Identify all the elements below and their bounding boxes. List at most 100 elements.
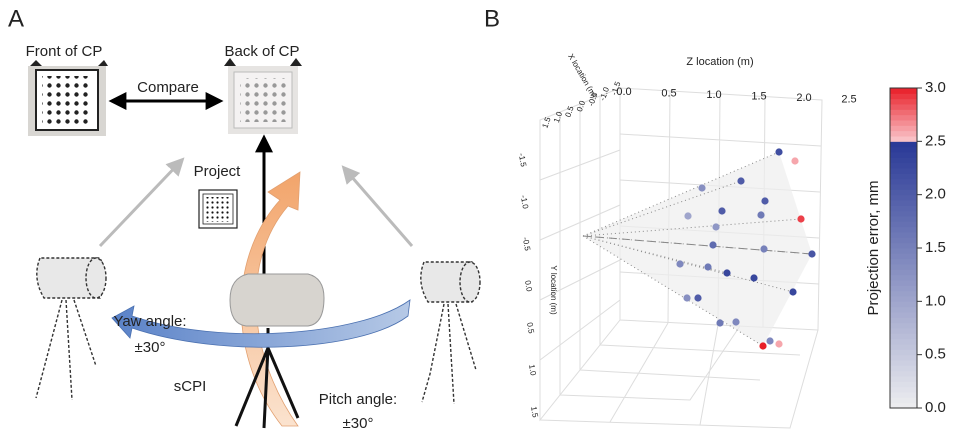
error-point <box>759 342 766 349</box>
front-label: Front of CP <box>26 43 103 60</box>
colorbar-label: Projection error, mm <box>865 180 882 315</box>
error-point <box>791 157 798 164</box>
colorbar-step <box>890 205 917 211</box>
y-tick-label: 0.5 <box>525 322 536 335</box>
error-point <box>684 212 691 219</box>
colorbar-step <box>890 381 917 387</box>
colorbar-step <box>890 88 917 94</box>
colorbar-step <box>890 163 917 169</box>
camera-left <box>36 258 106 400</box>
camera-right <box>421 262 480 404</box>
colorbar-step <box>890 280 917 286</box>
camera-arrow <box>100 160 182 246</box>
colorbar-step <box>890 312 917 318</box>
z-tick-label: 1.0 <box>706 89 721 101</box>
colorbar-step <box>890 349 917 355</box>
colorbar-step <box>890 317 917 323</box>
figure: A Front of CP Back of CP Compare Project <box>0 0 956 431</box>
colorbar-step <box>890 371 917 377</box>
colorbar-step <box>890 93 917 99</box>
colorbar-tick-label: 2.0 <box>925 186 946 203</box>
project-label: Project <box>194 163 242 180</box>
camera-arrow <box>344 168 412 246</box>
colorbar-step <box>890 301 917 307</box>
x-tick-label: 1.0 <box>552 110 564 124</box>
colorbar-step <box>890 195 917 201</box>
colorbar-step <box>890 344 917 350</box>
colorbar-step <box>890 328 917 334</box>
colorbar-step <box>890 387 917 393</box>
colorbar-step <box>890 237 917 243</box>
colorbar-step <box>890 104 917 110</box>
colorbar-step <box>890 360 917 366</box>
y-tick-label: 1.5 <box>529 406 540 419</box>
compare-label: Compare <box>137 79 199 96</box>
z-axis-label: Z location (m) <box>686 56 753 68</box>
panel-letter: A <box>8 5 24 32</box>
colorbar-step <box>890 392 917 398</box>
colorbar-step <box>890 152 917 158</box>
z-tick-label: 1.5 <box>751 90 766 102</box>
colorbar-step <box>890 296 917 302</box>
colorbar-step <box>890 109 917 115</box>
projection-cone <box>583 152 812 346</box>
error-point <box>775 148 782 155</box>
y-tick-label: 0.0 <box>523 280 534 293</box>
colorbar-step <box>890 179 917 185</box>
error-point <box>760 245 767 252</box>
colorbar-step <box>890 376 917 382</box>
colorbar-tick-label: 1.5 <box>925 239 946 256</box>
pitch-label: Pitch angle: <box>319 391 397 408</box>
colorbar-step <box>890 269 917 275</box>
y-tick-label: -1.0 <box>519 194 530 210</box>
error-point <box>761 197 768 204</box>
colorbar-step <box>890 285 917 291</box>
error-point <box>723 269 730 276</box>
colorbar-step <box>890 291 917 297</box>
colorbar-step <box>890 264 917 270</box>
colorbar-step <box>890 168 917 174</box>
project-pattern <box>199 190 237 228</box>
error-point <box>797 215 804 222</box>
colorbar-step <box>890 120 917 126</box>
colorbar-step <box>890 147 917 153</box>
colorbar-step <box>890 216 917 222</box>
back-label: Back of CP <box>224 43 299 60</box>
yaw-range: ±30° <box>135 339 166 356</box>
colorbar-step <box>890 339 917 345</box>
colorbar-step <box>890 248 917 254</box>
colorbar-step <box>890 125 917 131</box>
error-point <box>737 177 744 184</box>
colorbar-step <box>890 173 917 179</box>
colorbar-step <box>890 259 917 265</box>
colorbar-step <box>890 136 917 142</box>
colorbar-step <box>890 184 917 190</box>
colorbar-step <box>890 333 917 339</box>
colorbar-step <box>890 227 917 233</box>
colorbar-step <box>890 211 917 217</box>
colorbar-step <box>890 397 917 403</box>
y-tick-label: 1.0 <box>527 364 538 377</box>
front-board <box>28 60 108 136</box>
back-board <box>224 58 302 134</box>
z-tick-label: 2.5 <box>841 93 856 105</box>
colorbar: 0.00.51.01.52.02.53.0 <box>890 79 946 416</box>
colorbar-step <box>890 115 917 121</box>
x-tick-label: 1.5 <box>540 115 552 129</box>
colorbar-step <box>890 253 917 259</box>
error-point <box>750 274 757 281</box>
error-point <box>709 241 716 248</box>
colorbar-step <box>890 221 917 227</box>
error-point <box>766 337 773 344</box>
error-point <box>732 318 739 325</box>
colorbar-step <box>890 355 917 361</box>
colorbar-step <box>890 243 917 249</box>
colorbar-step <box>890 200 917 206</box>
error-point <box>789 288 796 295</box>
colorbar-step <box>890 232 917 238</box>
error-point <box>718 207 725 214</box>
error-point <box>698 184 705 191</box>
colorbar-step <box>890 365 917 371</box>
error-point <box>716 319 723 326</box>
z-tick-label: 2.0 <box>796 92 811 104</box>
